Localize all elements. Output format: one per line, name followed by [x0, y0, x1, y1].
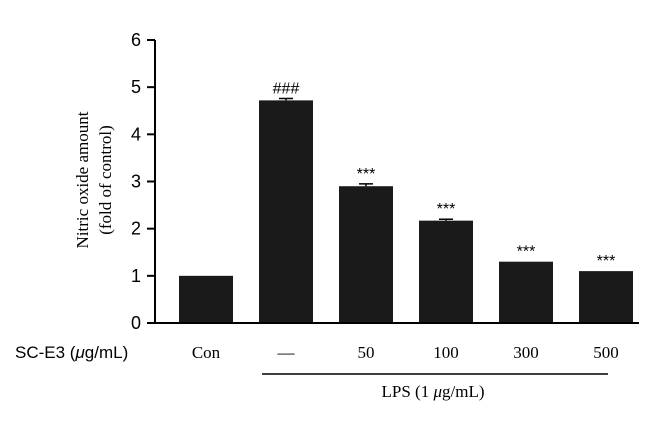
x-row-label: SC-E3 (μg/mL) — [15, 343, 128, 362]
category-labels: Con — 50 100 300 500 — [192, 343, 619, 362]
category-label: 50 — [358, 343, 375, 362]
category-label: 500 — [593, 343, 619, 362]
y-tick-label: 0 — [131, 313, 141, 333]
y-tick-label: 2 — [131, 219, 141, 239]
x-row-label-mu: μ — [74, 343, 85, 362]
bar — [579, 271, 633, 323]
bar — [259, 100, 313, 323]
significance-annotation: *** — [357, 166, 376, 183]
category-label: 100 — [433, 343, 459, 362]
y-axis-label-line1: Nitric oxide amount — [73, 111, 92, 248]
y-tick-label: 1 — [131, 266, 141, 286]
significance-annotation: ### — [273, 80, 300, 97]
category-label: — — [277, 343, 296, 362]
lps-group-label-prefix: LPS (1 — [381, 382, 433, 401]
lps-group-label-mu: μ — [432, 382, 442, 401]
lps-group-label: LPS (1 μg/mL) — [381, 382, 484, 401]
bar — [179, 275, 233, 323]
lps-group-label-suffix: g/mL) — [442, 382, 485, 401]
y-tick-label: 6 — [131, 30, 141, 50]
y-ticks: 0 1 2 3 4 5 6 — [131, 30, 155, 333]
significance-annotation: *** — [597, 253, 616, 270]
bar — [499, 261, 553, 323]
x-row-label-prefix: SC-E3 ( — [15, 343, 76, 362]
bar — [339, 186, 393, 323]
bars-layer: ### *** *** *** *** — [179, 80, 633, 323]
significance-annotation: *** — [437, 201, 456, 218]
y-tick-label: 3 — [131, 172, 141, 192]
category-label: Con — [192, 343, 221, 362]
x-row-label-suffix: g/mL) — [85, 343, 128, 362]
significance-annotation: *** — [517, 244, 536, 261]
y-axis-label-line2: (fold of control) — [96, 125, 115, 235]
category-label: 300 — [513, 343, 539, 362]
y-tick-label: 4 — [131, 124, 141, 144]
y-tick-label: 5 — [131, 77, 141, 97]
bar — [419, 220, 473, 323]
